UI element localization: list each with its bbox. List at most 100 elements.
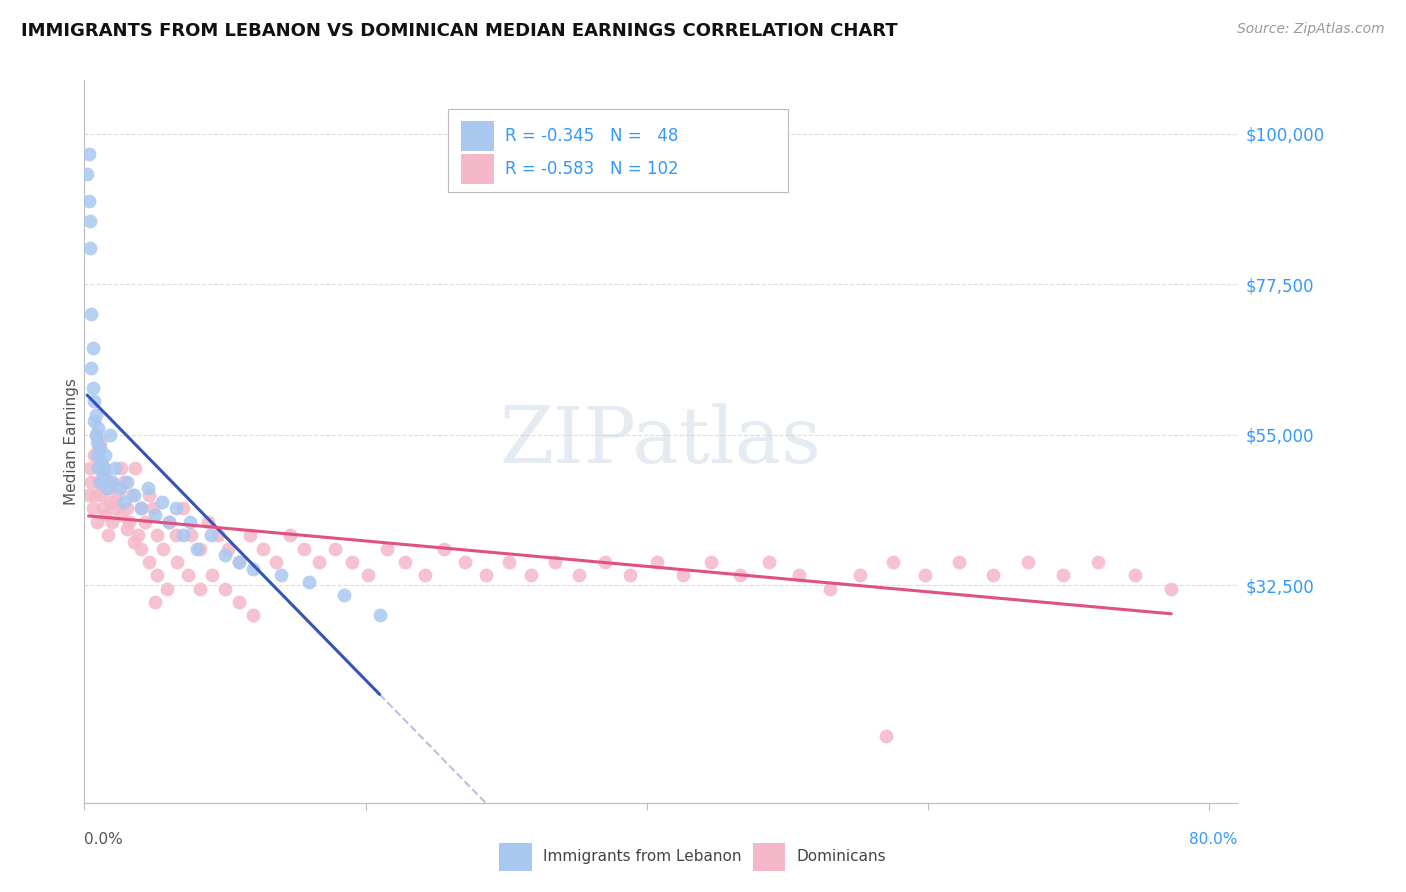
Point xyxy=(101,475,124,489)
Point xyxy=(83,414,105,428)
Point xyxy=(228,555,250,569)
Bar xyxy=(461,120,494,151)
Point xyxy=(86,448,108,462)
Point xyxy=(1017,555,1039,569)
Point xyxy=(981,568,1004,582)
Text: R = -0.583   N = 102: R = -0.583 N = 102 xyxy=(505,160,679,178)
Point xyxy=(79,213,101,227)
Text: IMMIGRANTS FROM LEBANON VS DOMINICAN MEDIAN EARNINGS CORRELATION CHART: IMMIGRANTS FROM LEBANON VS DOMINICAN MED… xyxy=(21,22,897,40)
Point xyxy=(454,555,477,569)
Point xyxy=(112,475,135,489)
Point xyxy=(787,568,810,582)
Point xyxy=(115,475,138,489)
Point xyxy=(138,555,160,569)
Bar xyxy=(754,843,786,871)
Point xyxy=(217,541,239,556)
Point xyxy=(94,467,117,482)
Point xyxy=(197,515,219,529)
Point xyxy=(84,408,107,422)
Point xyxy=(80,307,103,321)
Point xyxy=(228,555,250,569)
Point xyxy=(91,501,114,516)
Point xyxy=(818,582,841,596)
Point xyxy=(308,555,330,569)
Point xyxy=(93,461,115,475)
Point xyxy=(278,528,301,542)
Point xyxy=(76,167,98,181)
Point xyxy=(83,448,105,462)
Point xyxy=(91,467,114,482)
Point xyxy=(87,475,110,489)
Point xyxy=(165,501,187,516)
Bar xyxy=(499,843,531,871)
Point xyxy=(157,515,180,529)
Y-axis label: Median Earnings: Median Earnings xyxy=(63,378,79,505)
Point xyxy=(94,508,117,523)
Point xyxy=(849,568,872,582)
Point xyxy=(568,568,591,582)
Point xyxy=(201,568,224,582)
Point xyxy=(129,501,152,516)
Point xyxy=(239,528,262,542)
Point xyxy=(121,488,143,502)
Text: R = -0.345   N =   48: R = -0.345 N = 48 xyxy=(505,127,679,145)
Point xyxy=(107,488,129,502)
Text: 80.0%: 80.0% xyxy=(1189,831,1237,847)
Point xyxy=(89,434,111,449)
Point xyxy=(188,582,211,596)
Point xyxy=(188,541,211,556)
Point xyxy=(127,528,149,542)
Point xyxy=(79,461,101,475)
Point xyxy=(323,541,346,556)
Point xyxy=(138,488,160,502)
Point xyxy=(87,421,110,435)
Point xyxy=(200,528,222,542)
Point xyxy=(758,555,780,569)
Point xyxy=(177,568,200,582)
Point xyxy=(142,501,165,516)
Point xyxy=(143,508,166,523)
Point xyxy=(475,568,498,582)
Point xyxy=(96,482,118,496)
Point xyxy=(83,394,105,409)
Point xyxy=(80,475,103,489)
Point xyxy=(150,494,173,508)
Point xyxy=(264,555,287,569)
Point xyxy=(87,461,110,475)
Text: Source: ZipAtlas.com: Source: ZipAtlas.com xyxy=(1237,22,1385,37)
Point xyxy=(152,541,174,556)
Point xyxy=(90,454,112,469)
Point xyxy=(129,541,152,556)
Point xyxy=(875,729,897,743)
Point xyxy=(96,482,118,496)
Point xyxy=(97,528,120,542)
Point xyxy=(1123,568,1146,582)
Point xyxy=(157,515,180,529)
Point xyxy=(82,381,104,395)
Point xyxy=(292,541,315,556)
Point xyxy=(115,521,138,535)
Point xyxy=(98,482,121,496)
Point xyxy=(498,555,520,569)
Point xyxy=(368,608,391,623)
Point xyxy=(166,555,188,569)
Point xyxy=(94,448,117,462)
Point xyxy=(89,441,111,455)
Point xyxy=(242,608,264,623)
Point xyxy=(298,575,321,590)
Point xyxy=(242,562,264,576)
Point xyxy=(207,528,229,542)
Text: Immigrants from Lebanon: Immigrants from Lebanon xyxy=(543,849,742,864)
Point xyxy=(84,427,107,442)
Point xyxy=(87,441,110,455)
Point xyxy=(214,582,236,596)
Point xyxy=(882,555,904,569)
Point xyxy=(252,541,274,556)
Point xyxy=(93,461,115,475)
FancyBboxPatch shape xyxy=(447,109,787,193)
Point xyxy=(357,568,380,582)
Point xyxy=(90,454,112,469)
Point xyxy=(101,515,124,529)
Text: Dominicans: Dominicans xyxy=(797,849,887,864)
Point xyxy=(84,427,107,442)
